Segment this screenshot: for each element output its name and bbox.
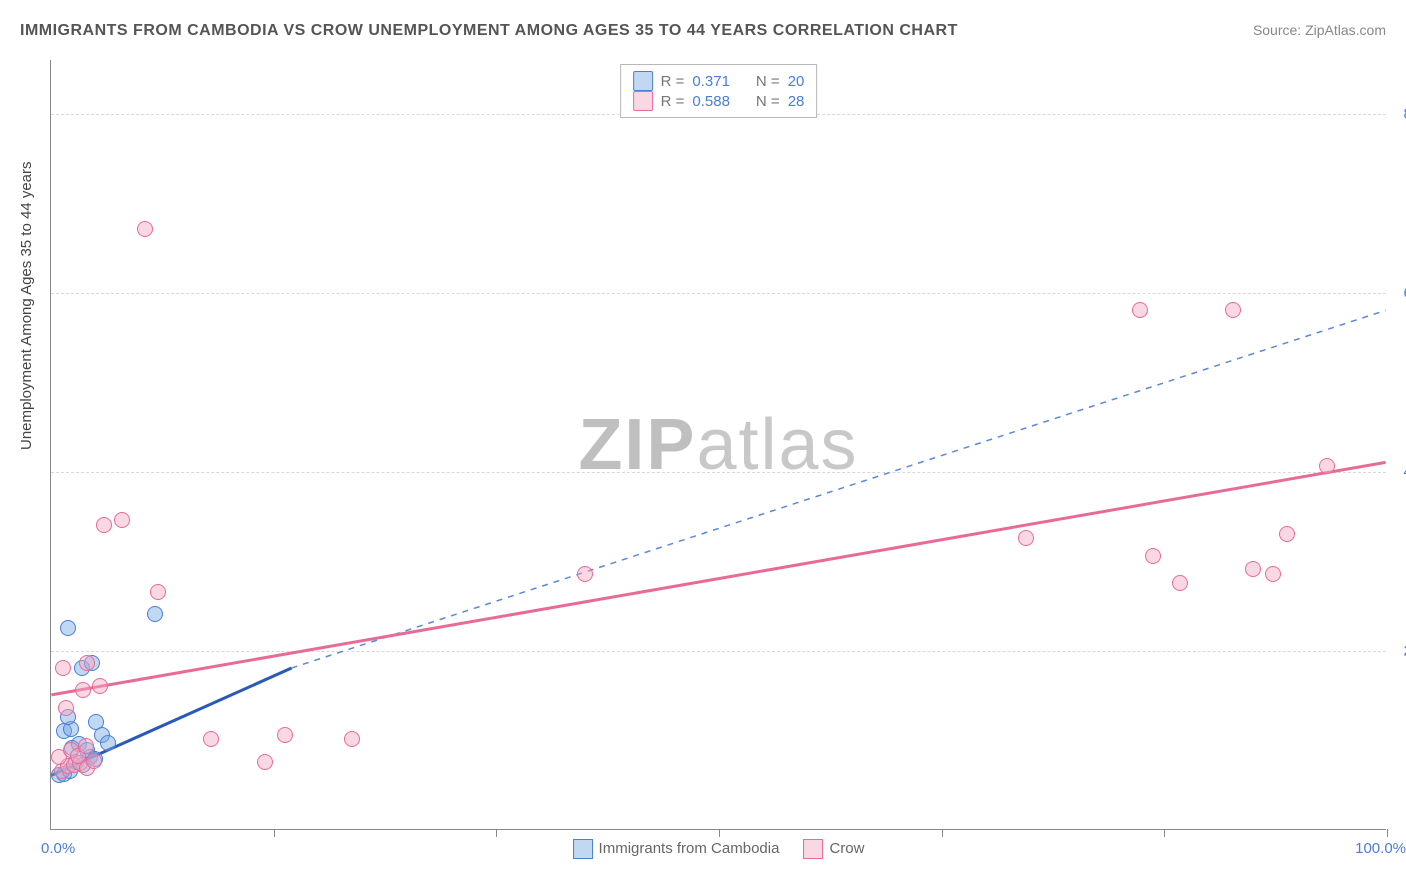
data-point [58, 700, 74, 716]
legend-label: Immigrants from Cambodia [599, 840, 780, 857]
x-axis-min-label: 0.0% [41, 840, 75, 857]
data-point [137, 221, 153, 237]
data-point [1018, 530, 1034, 546]
data-point [75, 682, 91, 698]
trend-line [292, 310, 1386, 668]
legend-n-value: 28 [788, 93, 805, 110]
x-tick-mark [1164, 829, 1165, 837]
y-axis-title: Unemployment Among Ages 35 to 44 years [18, 161, 35, 450]
legend-correlation: R = 0.371 N = 20 R = 0.588 N = 28 [620, 64, 818, 118]
data-point [92, 678, 108, 694]
legend-r-label: R = [661, 73, 685, 90]
x-tick-mark [719, 829, 720, 837]
legend-swatch [573, 839, 593, 859]
data-point [257, 754, 273, 770]
data-point [55, 660, 71, 676]
chart-title: IMMIGRANTS FROM CAMBODIA VS CROW UNEMPLO… [20, 22, 958, 40]
legend-n-label: N = [756, 93, 780, 110]
data-point [100, 735, 116, 751]
data-point [96, 517, 112, 533]
legend-swatch [633, 71, 653, 91]
data-point [79, 655, 95, 671]
data-point [60, 620, 76, 636]
x-tick-mark [1387, 829, 1388, 837]
data-point [344, 731, 360, 747]
trend-lines [51, 60, 1386, 829]
legend-item: Immigrants from Cambodia [573, 839, 780, 859]
data-point [1279, 526, 1295, 542]
legend-row: R = 0.371 N = 20 [633, 71, 805, 91]
data-point [1145, 548, 1161, 564]
data-point [114, 512, 130, 528]
legend-n-value: 20 [788, 73, 805, 90]
x-tick-mark [942, 829, 943, 837]
source-attribution: Source: ZipAtlas.com [1253, 22, 1386, 38]
data-point [1132, 302, 1148, 318]
legend-swatch [803, 839, 823, 859]
legend-item: Crow [803, 839, 864, 859]
legend-series: Immigrants from Cambodia Crow [573, 839, 865, 859]
legend-row: R = 0.588 N = 28 [633, 91, 805, 111]
legend-label: Crow [829, 840, 864, 857]
data-point [1225, 302, 1241, 318]
legend-r-label: R = [661, 93, 685, 110]
data-point [577, 566, 593, 582]
legend-swatch [633, 91, 653, 111]
data-point [78, 738, 94, 754]
legend-n-label: N = [756, 73, 780, 90]
legend-r-value: 0.588 [692, 93, 730, 110]
data-point [1245, 561, 1261, 577]
x-tick-mark [496, 829, 497, 837]
data-point [277, 727, 293, 743]
data-point [1319, 458, 1335, 474]
data-point [150, 584, 166, 600]
plot-area: ZIPatlas 20.0%40.0%60.0%80.0% R =0.371N … [50, 60, 1386, 830]
x-axis-max-label: 100.0% [1355, 840, 1406, 857]
data-point [147, 606, 163, 622]
legend-r-value: 0.371 [692, 73, 730, 90]
data-point [1265, 566, 1281, 582]
data-point [1172, 575, 1188, 591]
data-point [203, 731, 219, 747]
data-point [86, 753, 102, 769]
x-tick-mark [274, 829, 275, 837]
